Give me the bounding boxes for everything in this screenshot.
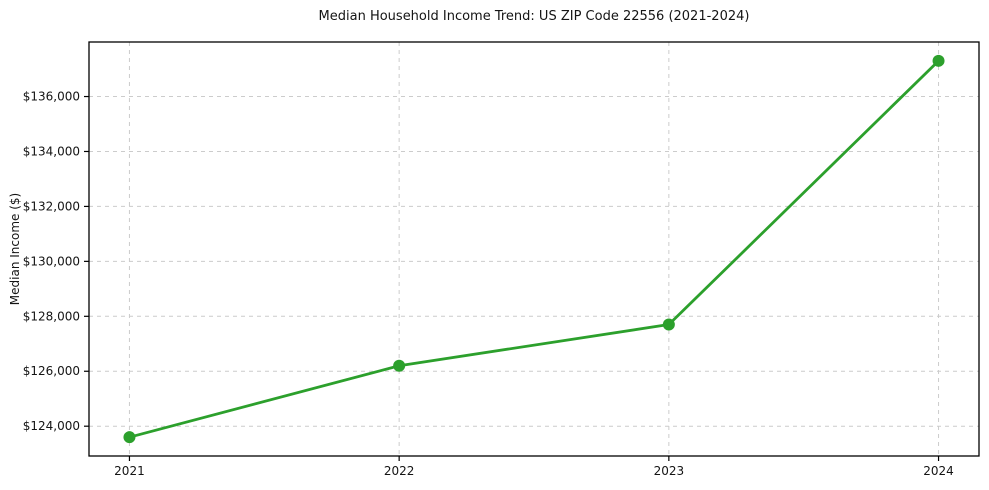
x-tick-label: 2022 xyxy=(384,464,415,478)
x-tick-label: 2024 xyxy=(923,464,954,478)
x-tick-label: 2023 xyxy=(654,464,685,478)
axes-ticks: $124,000 $126,000 $128,000 $130,000 $132,000… xyxy=(23,90,954,478)
y-tick-label: $124,000 xyxy=(23,419,80,433)
data-point-2021 xyxy=(123,431,136,444)
y-tick-label: $126,000 xyxy=(23,364,80,378)
x-tick-label: 2021 xyxy=(114,464,145,478)
data-point-2023 xyxy=(662,318,675,331)
y-tick-label: $128,000 xyxy=(23,309,80,323)
y-tick-label: $134,000 xyxy=(23,144,80,158)
plot-border xyxy=(88,41,980,457)
grid xyxy=(89,42,979,456)
data-point-2024 xyxy=(932,54,945,67)
data-point-2022 xyxy=(393,359,406,372)
y-tick-label: $132,000 xyxy=(23,199,80,213)
chart-title: Median Household Income Trend: US ZIP Co… xyxy=(318,9,750,24)
y-tick-label: $136,000 xyxy=(23,90,80,104)
y-tick-label: $130,000 xyxy=(23,254,80,268)
trend-line xyxy=(128,59,940,439)
